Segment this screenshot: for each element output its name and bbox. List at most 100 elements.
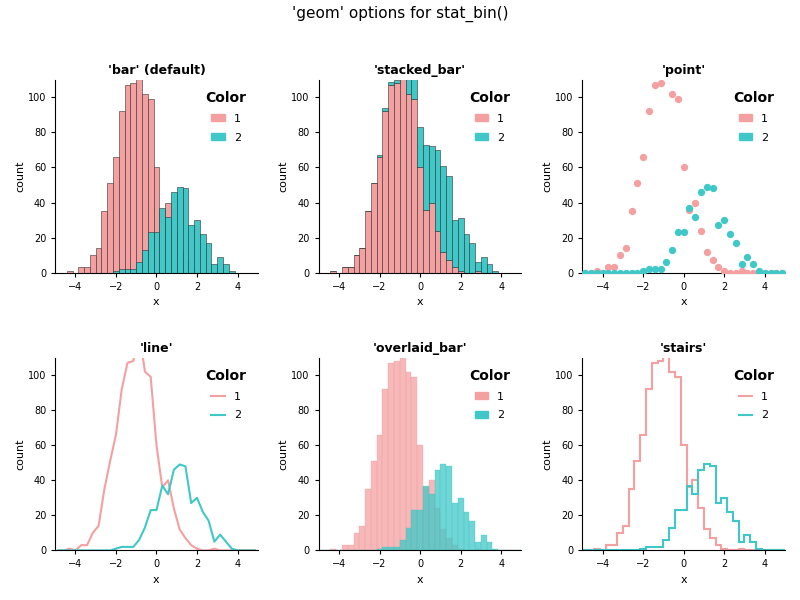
Point bbox=[730, 268, 742, 277]
Point bbox=[590, 268, 603, 277]
Bar bbox=[400, 53, 406, 272]
Bar bbox=[148, 232, 154, 272]
Point bbox=[678, 227, 690, 237]
Bar bbox=[177, 251, 182, 272]
Bar bbox=[411, 510, 417, 550]
Bar bbox=[194, 271, 200, 272]
Text: 'geom' options for stat_bin(): 'geom' options for stat_bin() bbox=[292, 6, 508, 22]
Point bbox=[724, 268, 737, 277]
Bar bbox=[440, 464, 446, 550]
Bar bbox=[348, 545, 354, 550]
Bar bbox=[388, 547, 394, 550]
Bar bbox=[223, 264, 229, 272]
Bar bbox=[458, 271, 463, 272]
Bar bbox=[458, 498, 463, 550]
Point bbox=[712, 221, 725, 230]
Bar bbox=[194, 220, 200, 272]
Bar bbox=[411, 59, 417, 99]
Y-axis label: count: count bbox=[278, 160, 289, 192]
Title: 'overlaid_bar': 'overlaid_bar' bbox=[373, 342, 467, 355]
Bar bbox=[440, 251, 446, 272]
Point bbox=[758, 268, 771, 277]
Point bbox=[637, 266, 650, 276]
Bar bbox=[359, 248, 365, 272]
Point bbox=[746, 259, 759, 269]
Bar bbox=[206, 243, 211, 272]
Bar bbox=[411, 377, 417, 550]
Bar bbox=[429, 203, 434, 272]
Bar bbox=[365, 489, 371, 550]
Legend: 1, 2: 1, 2 bbox=[727, 363, 779, 426]
X-axis label: x: x bbox=[417, 297, 423, 307]
Bar bbox=[148, 99, 154, 272]
Bar bbox=[452, 545, 458, 550]
Point bbox=[596, 268, 609, 277]
Bar bbox=[394, 547, 400, 550]
Point bbox=[706, 184, 719, 193]
Bar bbox=[434, 150, 440, 230]
Bar bbox=[417, 167, 423, 272]
Point bbox=[608, 263, 621, 272]
Point bbox=[671, 94, 684, 104]
Point bbox=[614, 250, 626, 260]
Bar bbox=[159, 209, 165, 272]
Bar bbox=[171, 192, 177, 272]
Point bbox=[741, 268, 754, 277]
Bar bbox=[377, 157, 382, 272]
Bar bbox=[434, 508, 440, 550]
Point bbox=[642, 265, 655, 274]
Bar bbox=[446, 538, 452, 550]
Bar bbox=[96, 248, 102, 272]
Bar bbox=[406, 71, 411, 94]
Bar bbox=[493, 548, 498, 550]
X-axis label: x: x bbox=[680, 575, 687, 585]
Point bbox=[758, 268, 771, 277]
Bar bbox=[229, 271, 234, 272]
Bar bbox=[463, 234, 470, 272]
Title: 'bar' (default): 'bar' (default) bbox=[107, 64, 206, 77]
Point bbox=[654, 79, 667, 88]
Bar bbox=[475, 262, 481, 271]
Bar bbox=[475, 542, 481, 550]
Title: 'stairs': 'stairs' bbox=[660, 342, 707, 355]
Point bbox=[706, 256, 719, 265]
Point bbox=[689, 198, 702, 208]
Point bbox=[619, 268, 632, 277]
Bar bbox=[330, 271, 336, 272]
Bar bbox=[154, 232, 159, 272]
Bar bbox=[211, 264, 218, 272]
Bar bbox=[136, 53, 142, 272]
Bar bbox=[452, 503, 458, 550]
Point bbox=[660, 257, 673, 267]
Bar bbox=[171, 230, 177, 272]
Point bbox=[648, 80, 661, 90]
Bar bbox=[188, 226, 194, 272]
Point bbox=[648, 265, 661, 274]
Bar bbox=[342, 268, 348, 272]
Bar bbox=[493, 271, 498, 272]
Y-axis label: count: count bbox=[542, 438, 552, 470]
Point bbox=[764, 268, 777, 277]
Bar bbox=[446, 260, 452, 272]
Bar bbox=[440, 529, 446, 550]
Point bbox=[602, 268, 615, 277]
Point bbox=[614, 268, 626, 277]
Bar bbox=[142, 250, 148, 272]
Bar bbox=[394, 361, 400, 550]
Bar bbox=[475, 548, 481, 550]
Legend: 1, 2: 1, 2 bbox=[727, 85, 779, 148]
Bar bbox=[377, 434, 382, 550]
Bar bbox=[365, 211, 371, 272]
Bar bbox=[458, 218, 463, 271]
Bar bbox=[423, 145, 429, 209]
Bar bbox=[211, 271, 218, 272]
Bar bbox=[463, 512, 470, 550]
Point bbox=[694, 226, 707, 235]
Point bbox=[608, 268, 621, 277]
Point bbox=[671, 227, 684, 237]
Point bbox=[579, 268, 592, 277]
Point bbox=[712, 263, 725, 272]
Bar bbox=[84, 268, 90, 272]
Bar bbox=[388, 363, 394, 550]
Point bbox=[660, 49, 673, 58]
